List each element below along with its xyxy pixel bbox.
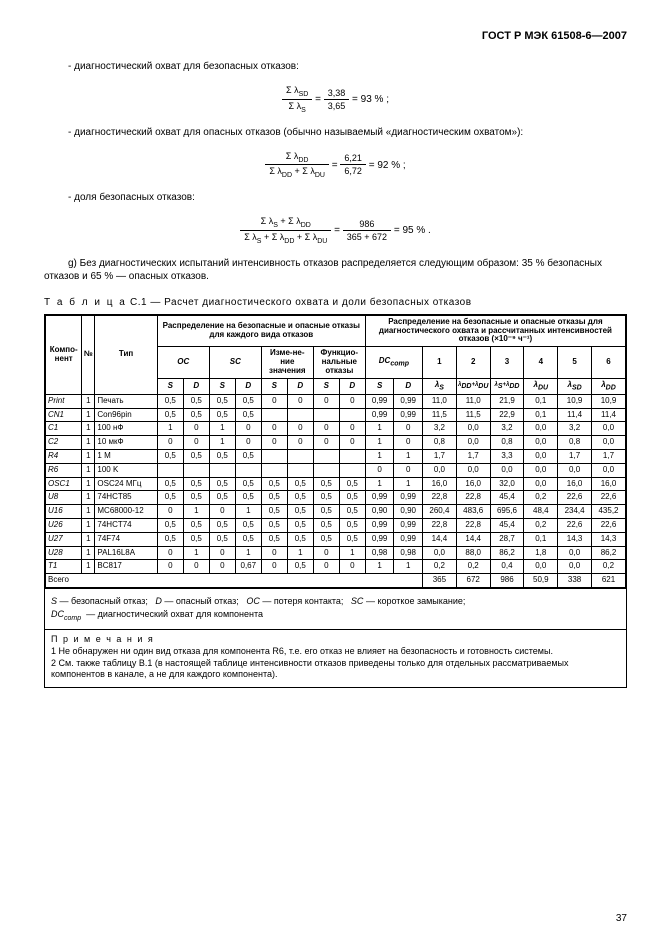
table-row: R61100 K000,00,00,00,00,00,0	[46, 463, 626, 477]
th-c3: 3	[490, 347, 524, 378]
table-row: U161MC68000-1201010,50,50,50,50,900,9026…	[46, 505, 626, 519]
table-row: U26174HCT740,50,50,50,50,50,50,50,50,990…	[46, 519, 626, 533]
th-c6: 6	[591, 347, 625, 378]
para-safe: - диагностический охват для безопасных о…	[44, 60, 627, 73]
th-type: Тип	[95, 315, 157, 394]
table-row: OSC11OSC24 МГц0,50,50,50,50,50,50,50,511…	[46, 477, 626, 491]
table-caption: Т а б л и ц а С.1 — Расчет диагностическ…	[44, 297, 627, 308]
table-row: R411 M0,50,50,50,5111,71,73,30,01,71,7	[46, 450, 626, 464]
table-row: U281PAL16L8A010101010,980,980,088,086,21…	[46, 546, 626, 560]
table-row-total: Всего 365 672 986 50,9 338 621	[46, 574, 626, 588]
legend: S — безопасный отказ; D — опасный отказ;…	[45, 588, 626, 629]
th-sc: SC	[209, 347, 261, 378]
th-c2: 2	[456, 347, 490, 378]
th-comp: Компо- нент	[46, 315, 82, 394]
th-c1: 1	[423, 347, 457, 378]
formula-2: Σ λDDΣ λDD + Σ λDU = 6,216,72 = 92 % ;	[44, 151, 627, 180]
th-izm: Изме-не- ние значения	[261, 347, 313, 378]
doc-header: ГОСТ Р МЭК 61508-6—2007	[44, 30, 627, 42]
para-share: - доля безопасных отказов:	[44, 191, 627, 204]
page-number: 37	[616, 913, 627, 924]
th-right: Распределение на безопасные и опасные от…	[365, 315, 625, 346]
table-row: CN11Con96pin0,50,50,50,50,990,9911,511,5…	[46, 408, 626, 422]
table-row: U27174F740,50,50,50,50,50,50,50,50,990,9…	[46, 532, 626, 546]
th-dc: DCcomp	[365, 347, 422, 378]
formula-1: Σ λSDΣ λS = 3,383,65 = 93 % ;	[44, 85, 627, 114]
formula-3: Σ λS + Σ λDDΣ λS + Σ λDD + Σ λDU = 98636…	[44, 216, 627, 245]
para-dang: - диагностический охват для опасных отка…	[44, 126, 627, 139]
th-func: Функцио- нальные отказы	[313, 347, 365, 378]
th-c5: 5	[558, 347, 592, 378]
table-row: C11100 нФ10100000103,20,03,20,03,20,0	[46, 422, 626, 436]
table-row: C2110 мкФ00100000100,80,00,80,00,80,0	[46, 436, 626, 450]
table-row: U8174HCT850,50,50,50,50,50,50,50,50,990,…	[46, 491, 626, 505]
th-c4: 4	[524, 347, 558, 378]
table-row: Print1Печать0,50,50,50,500000,990,9911,0…	[46, 394, 626, 408]
notes: П р и м е ч а н и я 1 Не обнаружен ни од…	[45, 629, 626, 687]
table-body: Print1Печать0,50,50,50,500000,990,9911,0…	[46, 394, 626, 573]
th-n: №	[82, 315, 95, 394]
para-g: g) Без диагностических испытаний интенси…	[44, 257, 627, 283]
table-c1: Компо- нент № Тип Распределение на безоп…	[44, 314, 627, 688]
table-row: T11BC8170000,6700,500110,20,20,40,00,00,…	[46, 560, 626, 574]
th-oc: OC	[157, 347, 209, 378]
th-left: Распределение на безопасные и опасные от…	[157, 315, 365, 346]
